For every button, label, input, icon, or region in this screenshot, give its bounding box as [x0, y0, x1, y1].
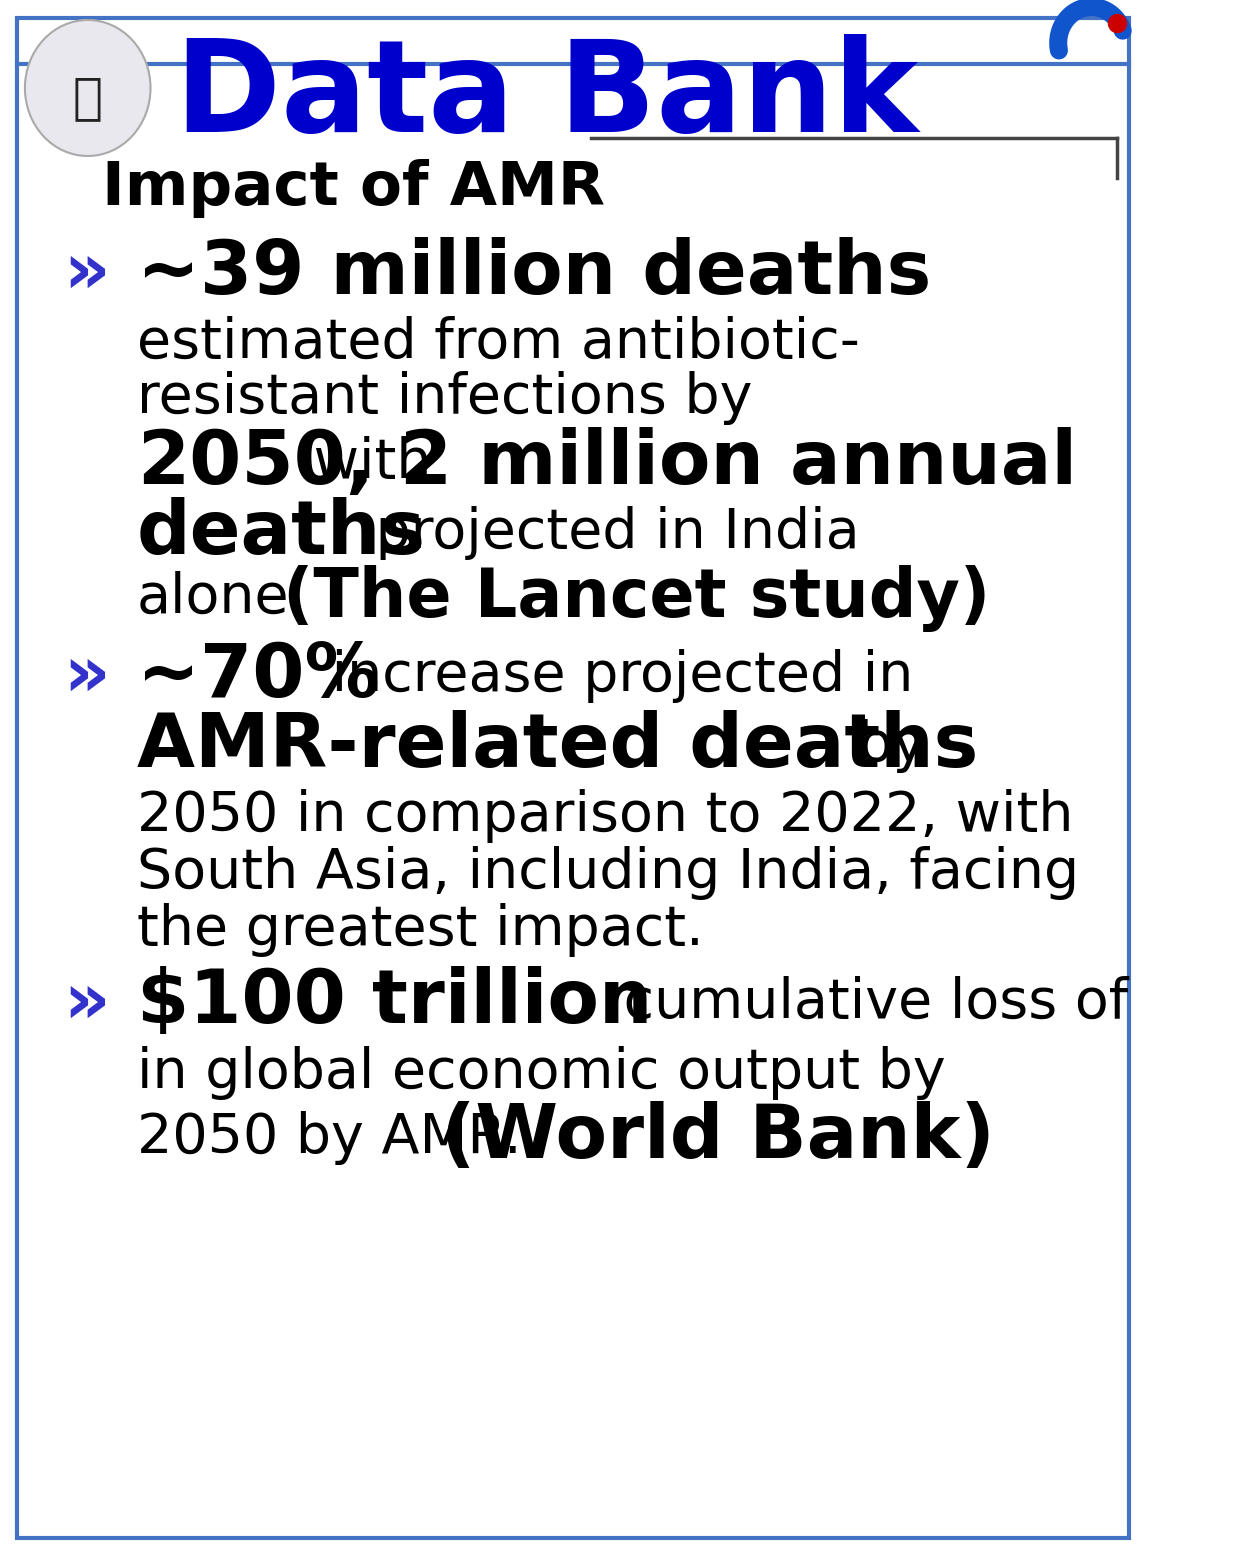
Text: cumulative loss of: cumulative loss of	[606, 976, 1128, 1030]
Text: (The Lancet study): (The Lancet study)	[283, 565, 990, 632]
Text: in global economic output by: in global economic output by	[137, 1046, 946, 1100]
Text: $100 trillion: $100 trillion	[137, 966, 652, 1039]
Text: AMR-related deaths: AMR-related deaths	[137, 710, 978, 783]
Text: (World Bank): (World Bank)	[442, 1102, 995, 1175]
Text: with: with	[297, 436, 449, 490]
Text: 🏛: 🏛	[73, 75, 103, 121]
Text: »: »	[63, 641, 109, 711]
Text: ~39 million deaths: ~39 million deaths	[137, 237, 931, 310]
Text: Impact of AMR: Impact of AMR	[102, 159, 604, 218]
Text: »: »	[63, 238, 109, 308]
Text: deaths: deaths	[137, 496, 426, 569]
Text: 2050 by AMR.: 2050 by AMR.	[137, 1111, 521, 1165]
Text: increase projected in: increase projected in	[314, 649, 913, 703]
Text: estimated from antibiotic-: estimated from antibiotic-	[137, 316, 860, 370]
Circle shape	[25, 20, 150, 156]
Text: projected in India: projected in India	[359, 506, 860, 560]
Text: »: »	[63, 968, 109, 1038]
Text: South Asia, including India, facing: South Asia, including India, facing	[137, 846, 1078, 899]
Text: ~70%: ~70%	[137, 640, 380, 713]
Text: alone.: alone.	[137, 571, 307, 626]
Text: 2050 in comparison to 2022, with: 2050 in comparison to 2022, with	[137, 789, 1073, 843]
Text: 2050,: 2050,	[137, 426, 374, 499]
Text: Data Bank: Data Bank	[175, 34, 918, 159]
Text: by: by	[840, 719, 926, 773]
FancyBboxPatch shape	[16, 19, 1129, 1537]
Text: resistant infections by: resistant infections by	[137, 370, 752, 425]
Text: the greatest impact.: the greatest impact.	[137, 902, 704, 957]
Text: 2 million annual: 2 million annual	[400, 426, 1077, 499]
